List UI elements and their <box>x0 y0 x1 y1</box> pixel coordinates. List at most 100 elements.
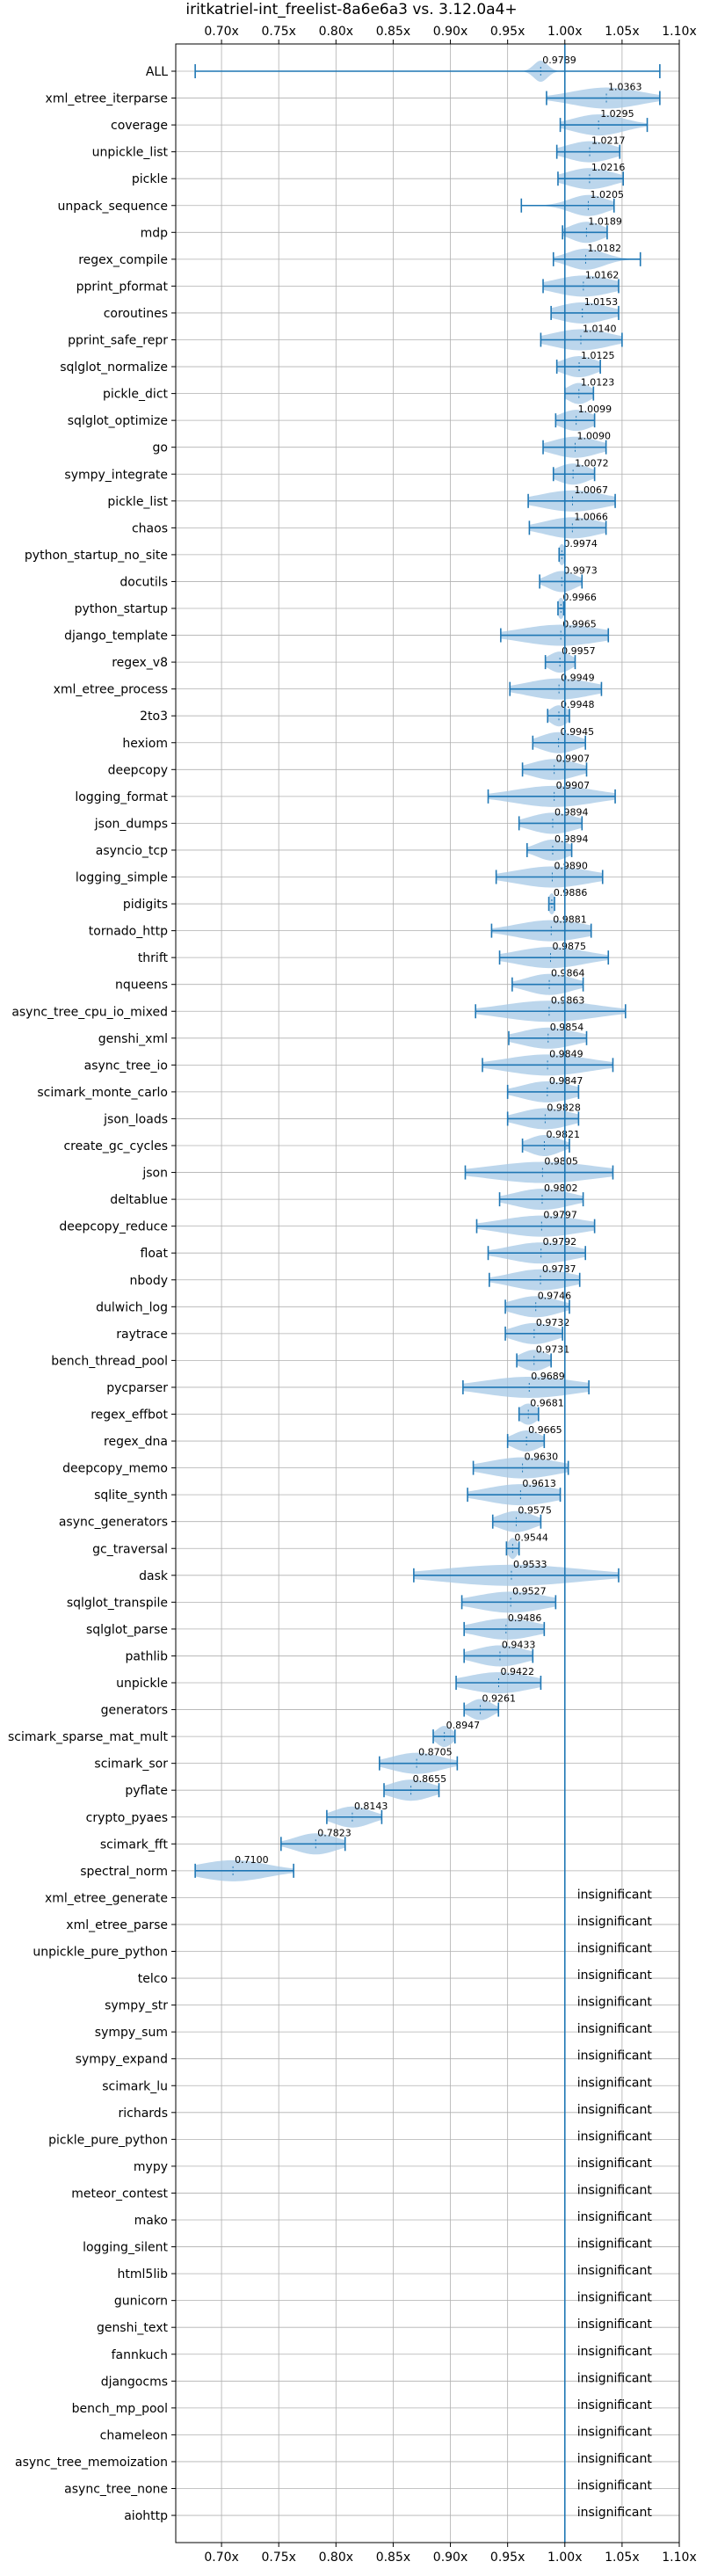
benchmark-row: pprint_safe_repr 1.0140 <box>68 324 679 351</box>
insignificant-label: insignificant <box>577 2022 653 2036</box>
insignificant-label: insignificant <box>577 1968 653 1983</box>
benchmark-row: generators 0.9261 <box>101 1693 679 1721</box>
mean-value-label: 0.9544 <box>514 1532 548 1543</box>
benchmark-label: regex_effbot <box>91 1408 168 1423</box>
x-tick-label: 0.85x <box>376 25 410 39</box>
benchmark-label: hexiom <box>122 737 168 751</box>
benchmark-label: richards <box>119 2107 169 2121</box>
benchmark-row: async_tree_none insignificant <box>64 2479 679 2497</box>
mean-value-label: 0.9821 <box>546 1129 580 1140</box>
mean-value-label: 0.8705 <box>418 1747 453 1758</box>
mean-value-label: 1.0182 <box>587 243 621 254</box>
mean-value-label: 0.9965 <box>562 619 597 630</box>
benchmark-label: html5lib <box>118 2267 169 2281</box>
benchmark-label: nbody <box>130 1274 169 1288</box>
x-tick-label: 0.90x <box>433 25 467 39</box>
mean-value-label: 0.9731 <box>536 1343 570 1355</box>
mean-value-label: 0.8655 <box>413 1773 447 1785</box>
mean-value-label: 1.0072 <box>575 457 609 469</box>
benchmark-label: raytrace <box>116 1328 168 1342</box>
benchmark-label: deepcopy_reduce <box>59 1220 168 1234</box>
mean-value-label: 0.9797 <box>543 1210 577 1221</box>
mean-value-label: 1.0123 <box>581 377 615 389</box>
benchmark-row: unpack_sequence 1.0205 <box>58 189 679 216</box>
benchmark-row: go 1.0090 <box>153 431 679 458</box>
benchmark-row: dulwich_log 0.9746 <box>96 1290 679 1318</box>
benchmark-row: docutils 0.9973 <box>120 564 679 593</box>
mean-value-label: 0.9863 <box>551 994 585 1006</box>
mean-value-label: 0.9886 <box>554 887 588 899</box>
insignificant-label: insignificant <box>577 2452 653 2466</box>
benchmark-row: bench_thread_pool 0.9731 <box>51 1343 679 1372</box>
benchmark-label: sqlite_synth <box>94 1488 168 1503</box>
benchmark-row: pyflate 0.8655 <box>125 1773 679 1801</box>
benchmark-label: coroutines <box>104 307 168 321</box>
benchmark-label: crypto_pyaes <box>86 1811 168 1825</box>
mean-value-label: 1.0125 <box>581 350 615 361</box>
benchmark-row: logging_format 0.9907 <box>75 780 679 807</box>
mean-value-label: 1.0216 <box>591 162 626 173</box>
benchmark-label: unpickle_list <box>92 146 169 160</box>
benchmark-label: dask <box>139 1569 169 1583</box>
x-tick-label: 0.95x <box>490 2551 525 2565</box>
benchmark-row: deepcopy_memo 0.9630 <box>62 1452 679 1479</box>
benchmark-label: scimark_fft <box>100 1837 169 1852</box>
mean-value-label: 1.0140 <box>583 324 617 335</box>
insignificant-label: insignificant <box>577 2425 653 2439</box>
mean-value-label: 0.9732 <box>536 1317 570 1328</box>
benchmark-label: regex_v8 <box>112 656 168 670</box>
x-tick-label: 1.00x <box>547 25 582 39</box>
insignificant-label: insignificant <box>577 2318 653 2332</box>
benchmark-row: 2to3 0.9948 <box>140 699 679 727</box>
mean-value-label: 1.0162 <box>585 269 620 280</box>
benchmark-label: mdp <box>141 226 169 240</box>
benchmark-label: python_startup <box>75 602 168 616</box>
mean-value-label: 0.7100 <box>235 1854 269 1866</box>
benchmark-row: telco insignificant <box>138 1968 679 1986</box>
benchmark-label: chameleon <box>100 2428 168 2442</box>
mean-value-label: 1.0153 <box>584 296 619 308</box>
benchmark-label: json <box>141 1167 168 1181</box>
benchmark-label: deepcopy_memo <box>62 1462 168 1476</box>
insignificant-label: insignificant <box>577 1942 653 1956</box>
mean-value-label: 0.9422 <box>501 1666 535 1677</box>
benchmark-row: sqlglot_parse 0.9486 <box>86 1612 679 1640</box>
x-tick-label: 0.80x <box>319 2551 353 2565</box>
mean-value-label: 1.0217 <box>591 135 626 147</box>
benchmark-label: nqueens <box>115 979 168 993</box>
benchmark-label: xml_etree_parse <box>66 1918 168 1932</box>
mean-value-label: 0.9575 <box>518 1505 552 1517</box>
benchmark-label: gunicorn <box>114 2295 168 2309</box>
benchmark-row: async_tree_io 0.9849 <box>84 1048 679 1076</box>
x-tick-label: 0.75x <box>261 2551 295 2565</box>
x-tick-label: 0.70x <box>204 25 238 39</box>
benchmark-label: scimark_sparse_mat_mult <box>8 1730 168 1744</box>
benchmark-row: scimark_sparse_mat_mult 0.8947 <box>8 1720 679 1748</box>
benchmark-row: pprint_pformat 1.0162 <box>76 269 679 297</box>
benchmark-label: sqlglot_parse <box>86 1623 168 1637</box>
benchmark-label: spectral_norm <box>80 1865 168 1879</box>
benchmark-row: python_startup_no_site 0.9974 <box>25 538 679 565</box>
benchmark-label: docutils <box>120 575 168 589</box>
x-tick-label: 0.90x <box>433 2551 467 2565</box>
benchmark-row: pickle_dict 1.0123 <box>103 377 679 404</box>
benchmark-label: float <box>141 1247 169 1261</box>
mean-value-label: 0.9849 <box>549 1048 583 1059</box>
mean-value-label: 0.8143 <box>354 1801 388 1812</box>
mean-value-label: 0.9527 <box>512 1585 547 1597</box>
benchmark-row: mdp 1.0189 <box>141 215 679 244</box>
benchmark-row: spectral_norm 0.7100 <box>80 1854 679 1881</box>
insignificant-label: insignificant <box>577 2479 653 2493</box>
benchmark-label: genshi_xml <box>98 1032 168 1046</box>
benchmark-row: json_dumps 0.9894 <box>94 806 679 834</box>
benchmark-label: pprint_safe_repr <box>68 334 168 348</box>
benchmark-label: 2to3 <box>140 709 168 724</box>
mean-value-label: 1.0189 <box>588 215 622 227</box>
mean-value-label: 0.9864 <box>551 968 585 979</box>
benchmark-row: gunicorn insignificant <box>114 2291 679 2309</box>
benchmark-label: tornado_http <box>89 925 168 939</box>
mean-value-label: 1.0099 <box>578 404 612 415</box>
insignificant-label: insignificant <box>577 1996 653 2010</box>
benchmark-row: json_loads 0.9828 <box>103 1102 679 1130</box>
insignificant-label: insignificant <box>577 2264 653 2278</box>
